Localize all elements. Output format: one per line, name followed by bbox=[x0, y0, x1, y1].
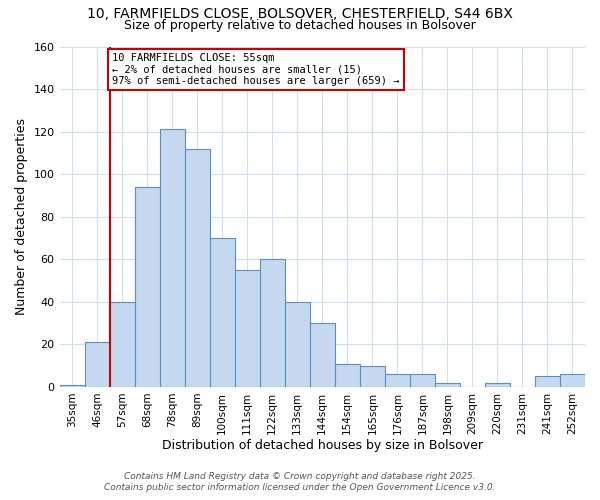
Bar bbox=[285, 302, 310, 387]
Bar bbox=[160, 130, 185, 387]
Bar bbox=[535, 376, 560, 387]
Bar bbox=[209, 238, 235, 387]
Text: 10, FARMFIELDS CLOSE, BOLSOVER, CHESTERFIELD, S44 6BX: 10, FARMFIELDS CLOSE, BOLSOVER, CHESTERF… bbox=[87, 8, 513, 22]
Bar bbox=[310, 323, 335, 387]
Bar bbox=[85, 342, 110, 387]
Bar bbox=[134, 187, 160, 387]
Text: Contains HM Land Registry data © Crown copyright and database right 2025.
Contai: Contains HM Land Registry data © Crown c… bbox=[104, 472, 496, 492]
Bar bbox=[410, 374, 435, 387]
Text: Size of property relative to detached houses in Bolsover: Size of property relative to detached ho… bbox=[124, 18, 476, 32]
Bar bbox=[435, 382, 460, 387]
Bar bbox=[235, 270, 260, 387]
Bar bbox=[335, 364, 360, 387]
Bar bbox=[560, 374, 585, 387]
Bar bbox=[59, 385, 85, 387]
Bar bbox=[260, 260, 285, 387]
Y-axis label: Number of detached properties: Number of detached properties bbox=[15, 118, 28, 315]
Bar bbox=[185, 148, 209, 387]
Bar bbox=[385, 374, 410, 387]
X-axis label: Distribution of detached houses by size in Bolsover: Distribution of detached houses by size … bbox=[162, 440, 483, 452]
Bar bbox=[360, 366, 385, 387]
Bar bbox=[485, 382, 510, 387]
Bar bbox=[110, 302, 134, 387]
Text: 10 FARMFIELDS CLOSE: 55sqm
← 2% of detached houses are smaller (15)
97% of semi-: 10 FARMFIELDS CLOSE: 55sqm ← 2% of detac… bbox=[112, 53, 400, 86]
